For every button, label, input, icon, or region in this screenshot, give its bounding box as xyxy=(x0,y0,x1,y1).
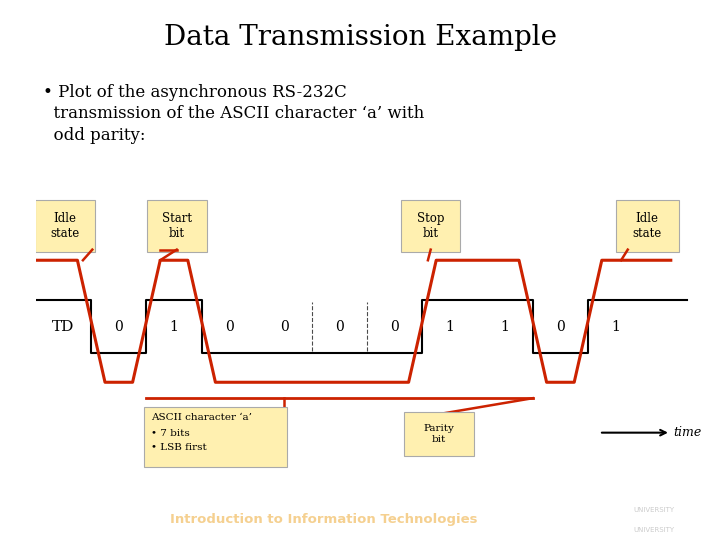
Text: YORK: YORK xyxy=(634,512,680,527)
FancyBboxPatch shape xyxy=(35,200,94,252)
Text: • LSB first: • LSB first xyxy=(150,443,207,453)
Text: 0: 0 xyxy=(114,320,123,334)
Text: 0: 0 xyxy=(556,320,564,334)
Text: 0: 0 xyxy=(336,320,344,334)
Text: Stop
bit: Stop bit xyxy=(417,212,444,240)
Text: 0: 0 xyxy=(225,320,233,334)
Text: • Plot of the asynchronous RS-232C: • Plot of the asynchronous RS-232C xyxy=(43,84,347,100)
Text: ITEC 1011: ITEC 1011 xyxy=(22,513,100,526)
Text: 1: 1 xyxy=(501,320,510,334)
FancyBboxPatch shape xyxy=(401,200,461,252)
Text: • 7 bits: • 7 bits xyxy=(150,429,189,438)
FancyBboxPatch shape xyxy=(404,412,474,456)
Text: time: time xyxy=(674,426,702,439)
FancyBboxPatch shape xyxy=(616,200,678,252)
Text: 1: 1 xyxy=(611,320,620,334)
Text: UNIVERSITY: UNIVERSITY xyxy=(634,527,675,533)
Text: Start
bit: Start bit xyxy=(162,212,192,240)
Text: odd parity:: odd parity: xyxy=(43,127,145,144)
Text: 1: 1 xyxy=(170,320,179,334)
Text: transmission of the ASCII character ‘a’ with: transmission of the ASCII character ‘a’ … xyxy=(43,105,425,122)
Text: 1: 1 xyxy=(446,320,454,334)
FancyBboxPatch shape xyxy=(147,200,207,252)
Text: Parity
bit: Parity bit xyxy=(423,424,454,444)
Text: TD: TD xyxy=(53,320,75,334)
Text: Introduction to Information Technologies: Introduction to Information Technologies xyxy=(170,513,478,526)
Text: 0: 0 xyxy=(280,320,289,334)
FancyBboxPatch shape xyxy=(144,407,287,467)
Text: Idle
state: Idle state xyxy=(632,212,662,240)
Text: Idle
state: Idle state xyxy=(50,212,79,240)
Text: Data Transmission Example: Data Transmission Example xyxy=(163,24,557,51)
Text: 0: 0 xyxy=(390,320,399,334)
Text: ASCII character ‘a’: ASCII character ‘a’ xyxy=(150,413,252,422)
Text: UNIVERSITY: UNIVERSITY xyxy=(634,507,675,512)
